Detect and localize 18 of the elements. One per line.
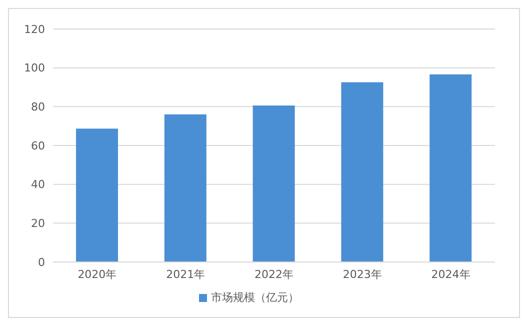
y-tick-label: 100 bbox=[24, 62, 45, 75]
y-tick-label: 60 bbox=[31, 139, 45, 152]
bar bbox=[430, 74, 472, 262]
y-tick-label: 120 bbox=[24, 22, 45, 36]
bar bbox=[341, 82, 384, 262]
y-tick-label: 0 bbox=[38, 256, 45, 269]
x-tick-label: 2024年 bbox=[431, 268, 470, 281]
x-tick-label: 2020年 bbox=[78, 268, 117, 281]
y-tick-label: 20 bbox=[31, 217, 45, 230]
legend-label: 市场规模（亿元） bbox=[211, 291, 299, 304]
x-tick-label: 2021年 bbox=[166, 268, 206, 281]
x-tick-label: 2022年 bbox=[254, 268, 294, 281]
x-tick-label: 2023年 bbox=[342, 268, 382, 281]
y-tick-label: 40 bbox=[31, 178, 45, 192]
bar bbox=[252, 106, 295, 262]
bar bbox=[164, 114, 206, 262]
y-tick-label: 80 bbox=[31, 100, 45, 114]
bar bbox=[76, 128, 118, 262]
